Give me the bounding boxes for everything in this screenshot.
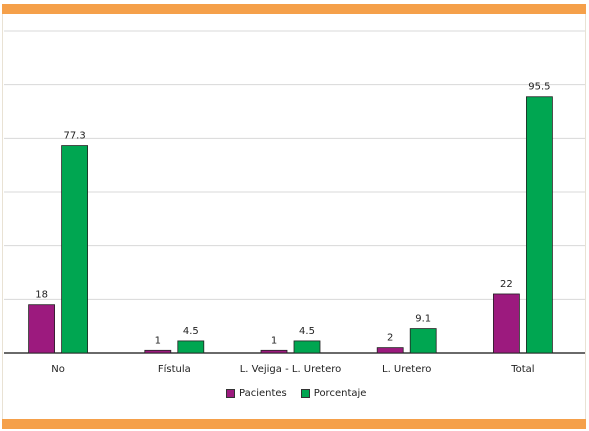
bar-pacientes — [28, 304, 56, 354]
x-tick-label: L. Uretero — [382, 364, 431, 375]
data-label: 77.3 — [63, 131, 85, 142]
bar-porcentaje — [526, 96, 553, 354]
x-tick-label: Fístula — [158, 363, 191, 375]
data-label: 2 — [387, 333, 393, 344]
data-label: 22 — [500, 279, 513, 290]
bar-porcentaje — [409, 328, 437, 354]
bar-porcentaje — [177, 340, 205, 354]
legend-label-porcentaje: Porcentaje — [313, 388, 367, 399]
bar-porcentaje — [61, 145, 88, 354]
legend: Pacientes Porcentaje — [226, 388, 366, 399]
data-label: 4.5 — [183, 326, 199, 337]
x-tick-label: L. Vejiga - L. Uretero — [240, 364, 342, 375]
data-label: 1 — [271, 335, 277, 346]
data-label: 4.5 — [299, 326, 315, 337]
x-tick-label: No — [51, 364, 65, 375]
legend-label-pacientes: Pacientes — [239, 388, 287, 399]
bar-pacientes — [376, 347, 404, 354]
data-label: 18 — [35, 290, 48, 301]
bar-porcentaje — [293, 340, 321, 354]
legend-item-pacientes: Pacientes — [226, 388, 287, 399]
bar-pacientes — [492, 293, 520, 354]
bar-pacientes — [260, 349, 288, 354]
data-label: 9.1 — [415, 314, 431, 325]
bar-pacientes — [144, 349, 172, 354]
legend-swatch-pacientes — [226, 389, 235, 398]
legend-item-porcentaje: Porcentaje — [300, 388, 367, 399]
x-tick-label: Total — [510, 364, 534, 375]
data-label: 1 — [155, 335, 161, 346]
plot-panel — [2, 14, 586, 419]
data-label: 95.5 — [528, 82, 550, 93]
top-border-bar — [2, 4, 586, 14]
bottom-border-bar — [2, 419, 586, 429]
legend-swatch-porcentaje — [300, 389, 310, 398]
